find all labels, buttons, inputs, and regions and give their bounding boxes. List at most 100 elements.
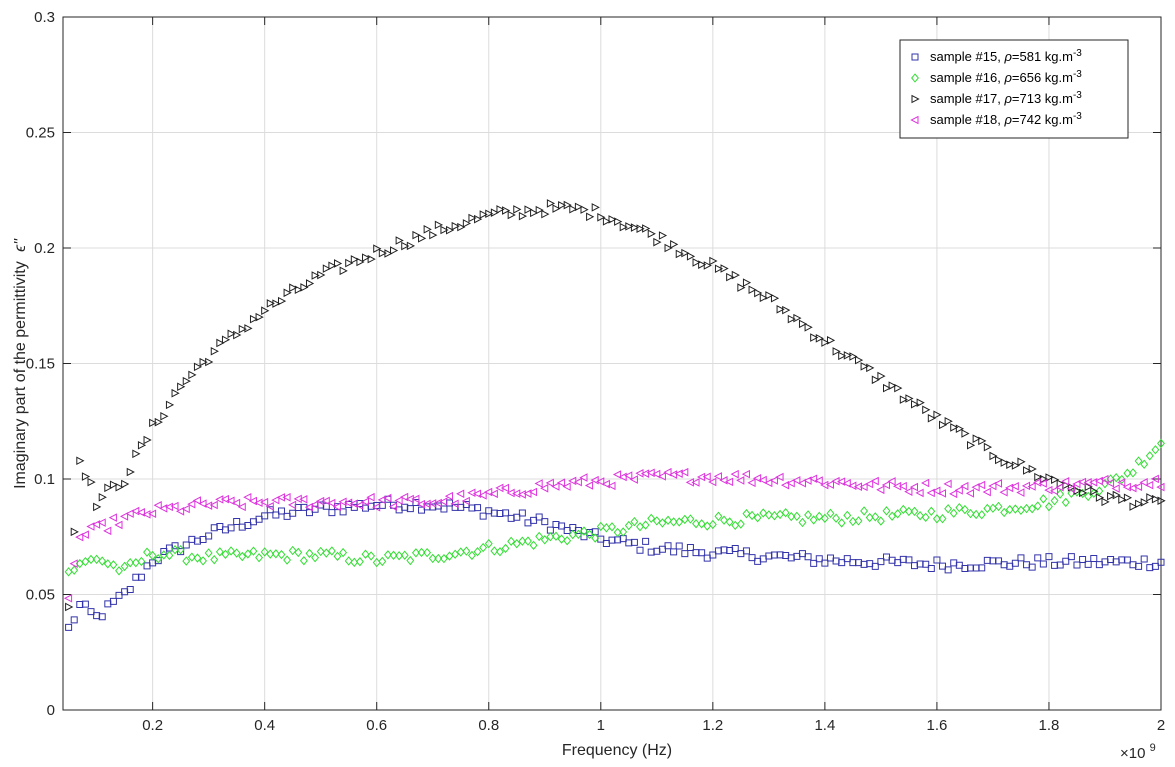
data-point	[720, 515, 728, 525]
data-point	[418, 234, 427, 243]
data-point	[70, 565, 79, 575]
data-point	[513, 513, 521, 521]
data-point	[910, 506, 919, 517]
data-point	[388, 502, 398, 511]
data-point	[748, 285, 757, 295]
data-point	[642, 224, 651, 233]
data-point	[367, 254, 376, 264]
y-axis-label: Imaginary part of the permittivity ϵ"	[12, 238, 29, 489]
data-point	[484, 487, 493, 497]
data-point	[546, 199, 556, 208]
data-point	[474, 214, 483, 224]
data-point	[647, 548, 655, 556]
data-point	[446, 225, 455, 235]
data-point	[927, 413, 936, 423]
data-point	[119, 512, 129, 521]
y-tick-label: 0.3	[34, 9, 55, 26]
data-point	[406, 505, 414, 513]
data-point	[322, 264, 331, 273]
data-point	[149, 559, 157, 567]
data-point	[1139, 478, 1148, 487]
data-point	[714, 511, 723, 521]
data-point	[653, 237, 662, 247]
data-point	[193, 537, 201, 545]
data-point	[1123, 493, 1133, 503]
data-point	[1150, 474, 1159, 484]
data-point	[175, 507, 185, 516]
data-point	[1045, 553, 1053, 561]
legend-rho-symbol: ρ	[1003, 70, 1012, 85]
data-point	[120, 561, 129, 572]
data-point	[726, 547, 734, 555]
data-point	[1089, 478, 1098, 487]
data-point	[344, 556, 353, 566]
legend-entry: sample #17, ρ=713 kg.m-3	[930, 90, 1082, 106]
data-point	[579, 473, 588, 482]
data-point	[249, 518, 257, 526]
data-point	[390, 246, 399, 255]
data-point	[793, 552, 801, 560]
data-point	[265, 502, 274, 511]
data-point	[916, 398, 925, 407]
data-point	[92, 554, 101, 564]
data-point	[238, 523, 246, 531]
data-point	[80, 530, 89, 539]
data-point	[472, 489, 482, 499]
data-point	[367, 551, 376, 561]
data-point	[272, 299, 281, 308]
data-point	[825, 480, 834, 489]
data-point	[754, 557, 762, 565]
data-point	[787, 554, 795, 562]
data-point	[876, 516, 885, 526]
data-point	[261, 512, 269, 520]
data-point	[658, 518, 667, 528]
data-point	[1094, 476, 1103, 486]
data-point	[938, 513, 947, 524]
data-point	[249, 314, 259, 324]
data-point	[977, 510, 986, 520]
data-point	[1039, 494, 1048, 504]
data-point	[1101, 497, 1110, 507]
data-point	[479, 542, 488, 553]
legend-label-exp: -3	[1073, 48, 1082, 59]
data-point	[383, 493, 392, 503]
data-point	[642, 537, 650, 545]
data-point	[708, 519, 717, 530]
data-point	[754, 288, 763, 298]
data-point	[1090, 486, 1099, 496]
data-point	[433, 498, 442, 508]
data-point	[1006, 460, 1015, 469]
data-point	[70, 616, 78, 624]
legend-marker	[911, 73, 919, 83]
data-point	[646, 468, 655, 478]
data-point	[809, 515, 818, 525]
data-point	[815, 334, 824, 343]
data-point	[562, 482, 571, 491]
data-point	[439, 553, 448, 564]
data-point	[983, 503, 992, 514]
data-point	[758, 475, 767, 485]
data-point	[1157, 496, 1166, 506]
data-point	[619, 527, 628, 537]
data-point	[478, 491, 487, 500]
data-point	[1084, 560, 1092, 568]
data-point	[552, 204, 561, 213]
legend-entry: sample #15, ρ=581 kg.m-3	[930, 48, 1082, 64]
data-point	[636, 224, 645, 233]
data-point	[982, 487, 991, 497]
data-point	[171, 388, 180, 398]
data-point	[360, 497, 370, 507]
data-point	[148, 550, 157, 561]
data-point	[316, 546, 325, 557]
data-point	[1005, 483, 1014, 493]
data-point	[950, 423, 959, 432]
data-point	[104, 483, 113, 493]
legend-label-exp: -3	[1073, 90, 1082, 101]
data-point	[681, 550, 689, 558]
data-point	[849, 352, 858, 361]
data-point	[1157, 438, 1165, 449]
data-point	[792, 476, 801, 485]
data-point	[159, 504, 168, 513]
data-point	[226, 496, 235, 506]
data-point	[1049, 486, 1059, 496]
